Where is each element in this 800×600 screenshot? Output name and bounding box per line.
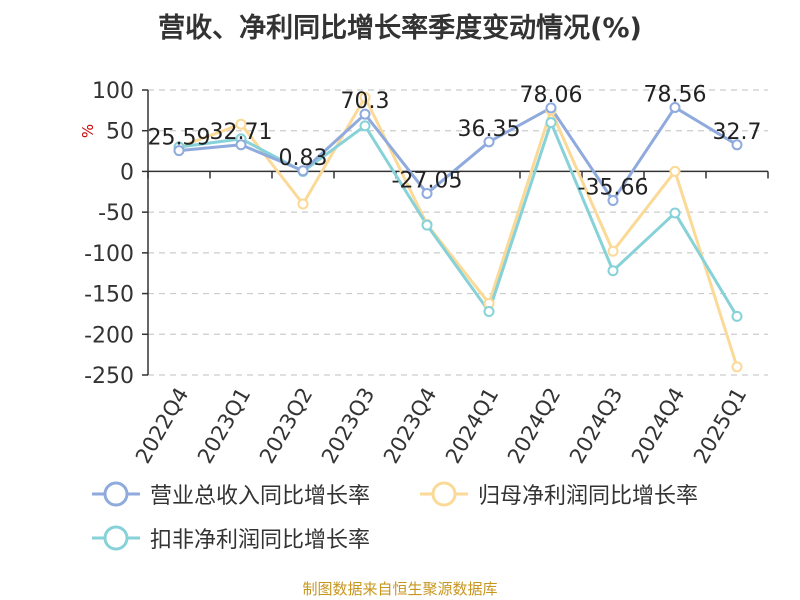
grid-layer (148, 89, 768, 376)
data-label: 36.35 (458, 117, 521, 142)
data-label: 70.3 (341, 89, 390, 114)
x-tick-label: 2023Q4 (379, 384, 441, 468)
x-tick-label: 2022Q4 (131, 384, 193, 468)
y-tick-label: -50 (98, 201, 134, 226)
data-point (669, 207, 681, 219)
data-point (669, 101, 681, 113)
y-tick-label: 50 (106, 120, 134, 145)
series-line (178, 95, 739, 368)
data-point (235, 139, 247, 151)
y-tick-label: -150 (84, 283, 134, 308)
data-point (607, 194, 619, 206)
x-tick-label: 2023Q1 (193, 384, 255, 468)
data-point (669, 165, 681, 177)
y-tick-label: -100 (84, 242, 134, 267)
x-tick-label: 2024Q3 (565, 384, 627, 468)
legend-marker-net-profit-icon (420, 481, 468, 507)
y-tick-label: 100 (92, 79, 134, 104)
data-point (359, 120, 371, 132)
x-tick-label: 2025Q1 (689, 384, 751, 468)
data-label: 78.06 (520, 83, 583, 108)
y-tick-label: -200 (84, 323, 134, 348)
x-tick-label: 2023Q3 (317, 384, 379, 468)
data-point (421, 219, 433, 231)
series-line (178, 105, 738, 202)
y-axis-unit-label: % (79, 124, 97, 138)
data-label: -35.66 (578, 175, 649, 200)
data-label: 78.56 (644, 82, 707, 107)
data-point (297, 165, 309, 177)
data-point (173, 145, 185, 157)
data-point (731, 361, 743, 373)
source-note: 制图数据来自恒生聚源数据库 (302, 580, 498, 598)
x-tick-label: 2023Q2 (255, 384, 317, 468)
legend-label-deducted-net-profit: 扣非净利润同比增长率 (150, 528, 371, 553)
data-point (607, 245, 619, 257)
point-layer (173, 91, 743, 373)
data-point (235, 118, 247, 130)
chart-title: 营收、净利同比增长率季度变动情况(%) (158, 13, 642, 44)
data-label-layer: 25.59 32.710.83 70.3 -27.05 36.35 78.06 -35.66… (148, 82, 762, 200)
data-label: 32.71 (210, 120, 273, 145)
data-point (545, 117, 557, 129)
data-point (607, 265, 619, 277)
data-label: 25.59 (148, 126, 211, 151)
legend-item-revenue[interactable]: 营业总收入同比增长率 (90, 478, 370, 510)
data-point (483, 136, 495, 148)
x-tick-label: 2024Q4 (627, 384, 689, 468)
data-point (359, 91, 371, 103)
data-point (731, 310, 743, 322)
data-point (545, 102, 557, 114)
data-point (421, 187, 433, 199)
legend-label-revenue: 营业总收入同比增长率 (150, 484, 371, 509)
series-layer (178, 95, 739, 368)
data-label: 32.7 (713, 120, 762, 145)
data-label: -27.05 (392, 168, 463, 193)
legend-label-net-profit: 归母净利润同比增长率 (478, 484, 699, 509)
data-point (731, 139, 743, 151)
x-tick-label: 2024Q2 (503, 384, 565, 468)
data-point (483, 305, 495, 317)
data-point (359, 108, 371, 120)
data-point (297, 198, 309, 210)
legend-marker-revenue-icon (92, 481, 140, 507)
x-tick-label: 2024Q1 (441, 384, 503, 468)
data-label: 0.83 (279, 146, 328, 171)
legend-item-deducted-net-profit[interactable]: 扣非净利润同比增长率 (90, 522, 370, 554)
series-line (178, 121, 739, 318)
legend-marker-deducted-net-profit-icon (92, 525, 140, 551)
y-tick-label: -250 (84, 364, 134, 389)
y-tick-label: 0 (120, 160, 134, 185)
legend-item-net-profit[interactable]: 归母净利润同比增长率 (418, 478, 698, 510)
